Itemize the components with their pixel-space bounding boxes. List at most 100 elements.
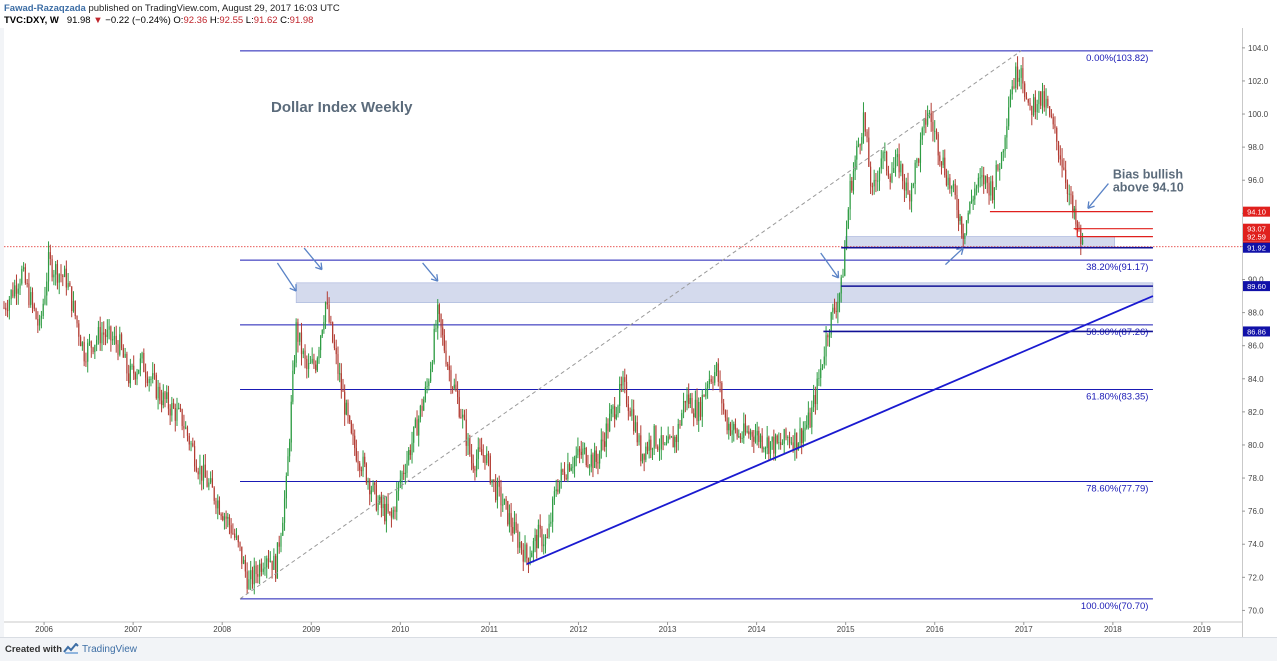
- y-tick-label: 70.0: [1248, 606, 1264, 615]
- candle-body: [220, 514, 222, 517]
- chart-canvas[interactable]: 0.00%(103.82) 38.20%(91.17) 50.00%(87.26) 6…: [0, 0, 1277, 637]
- candle-body: [505, 498, 507, 502]
- candle-body: [708, 379, 710, 385]
- price-tag[interactable]: [1243, 281, 1270, 292]
- candle-body: [215, 500, 217, 509]
- y-tick-label: 76.0: [1248, 507, 1264, 516]
- candle-body: [128, 373, 130, 384]
- y-tick-label: 96.0: [1248, 176, 1264, 185]
- trend-line[interactable]: [526, 295, 1154, 565]
- candle-body: [694, 399, 696, 418]
- candle-body: [871, 186, 873, 188]
- candle-body: [467, 437, 469, 446]
- candle-body: [947, 177, 949, 186]
- candle-body: [631, 409, 633, 416]
- candle-body: [859, 144, 861, 146]
- candle-body: [868, 137, 870, 167]
- candle-body: [1029, 102, 1031, 106]
- candle-body: [21, 268, 23, 284]
- candle-body: [900, 164, 902, 173]
- candle-body: [450, 370, 452, 388]
- candle-body: [148, 379, 150, 384]
- price-tag[interactable]: [1243, 242, 1270, 253]
- candle-body: [1072, 195, 1074, 213]
- candle-body: [599, 451, 601, 464]
- candle-body: [914, 162, 916, 184]
- candle-body: [565, 478, 567, 480]
- candle-body: [513, 522, 516, 534]
- candle-body: [357, 460, 359, 464]
- fib-level-label: 61.80%(83.35): [1086, 392, 1148, 403]
- candle-body: [242, 559, 245, 564]
- x-tick-label: 2006: [35, 625, 53, 634]
- candle-body: [761, 435, 763, 449]
- candle-body: [705, 388, 707, 397]
- candle-body: [55, 264, 57, 275]
- candle-body: [622, 377, 624, 386]
- candle-body: [204, 464, 206, 478]
- candle-body: [37, 319, 39, 326]
- tradingview-brand[interactable]: TradingView: [82, 644, 138, 655]
- candle-body: [352, 433, 354, 436]
- candle-body: [262, 568, 264, 572]
- candle-body: [783, 429, 785, 444]
- candle-body: [230, 525, 232, 534]
- candle-body: [482, 455, 484, 457]
- candle-body: [139, 358, 141, 370]
- candle-body: [106, 329, 108, 338]
- candle-body: [972, 199, 974, 201]
- candle-body: [67, 283, 69, 288]
- candle-body: [964, 233, 966, 239]
- candle-body: [14, 285, 16, 297]
- price-tag[interactable]: [1243, 326, 1270, 337]
- candle-body: [30, 292, 32, 306]
- candle-body: [627, 404, 629, 411]
- candle-body: [552, 498, 554, 522]
- price-tag[interactable]: [1243, 223, 1270, 234]
- candle-body: [1006, 126, 1008, 138]
- tradingview-logo-icon[interactable]: [63, 643, 79, 654]
- x-tick-label: 2013: [659, 625, 677, 634]
- candle-body: [736, 429, 738, 437]
- candle-body: [979, 177, 981, 179]
- candle-body: [937, 134, 939, 156]
- candle-body: [543, 544, 545, 547]
- candle-body: [1034, 97, 1036, 113]
- candle-body: [804, 427, 806, 431]
- candle-body: [113, 335, 116, 340]
- candle-body: [318, 350, 320, 359]
- publish-info: published on TradingView.com, August 29,…: [88, 3, 340, 14]
- candle-body: [227, 517, 229, 519]
- candle-body: [766, 437, 768, 448]
- y-tick-label: 80.0: [1248, 441, 1264, 450]
- y-tick-label: 86.0: [1248, 342, 1264, 351]
- candle-body: [1056, 127, 1058, 142]
- candle-body: [1065, 169, 1067, 183]
- candle-body: [724, 410, 727, 418]
- pointer-arrow: [276, 262, 297, 292]
- candle-body: [820, 368, 822, 379]
- candle-body: [323, 321, 325, 331]
- candle-body: [1041, 91, 1044, 106]
- candle-body: [769, 441, 772, 454]
- candle-body: [733, 423, 735, 431]
- candle-body: [686, 394, 688, 403]
- candle-body: [541, 528, 543, 547]
- candle-body: [886, 151, 888, 171]
- candle-body: [193, 446, 196, 467]
- candle-body: [146, 377, 148, 384]
- chart-area[interactable]: [4, 28, 1242, 637]
- candle-body: [902, 164, 904, 182]
- candle-body: [282, 522, 284, 536]
- author-name[interactable]: Fawad-Razaqzada: [4, 3, 86, 14]
- price-tag[interactable]: [1243, 231, 1270, 242]
- candle-body: [743, 423, 745, 438]
- candle-body: [1008, 107, 1010, 127]
- open-label: O:: [173, 15, 184, 26]
- price-tag[interactable]: [1243, 206, 1270, 217]
- candle-body: [433, 328, 435, 363]
- fib-diagonal-line[interactable]: [239, 50, 1022, 600]
- candle-body: [442, 327, 444, 336]
- candle-body: [328, 304, 330, 323]
- candle-body: [1061, 159, 1063, 168]
